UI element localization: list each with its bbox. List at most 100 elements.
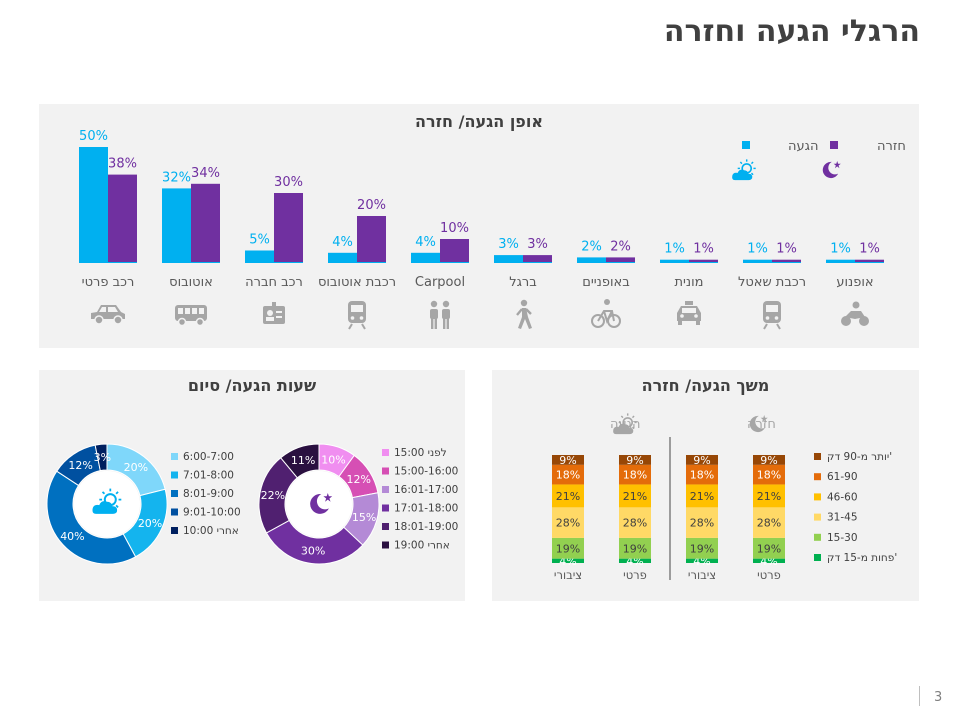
train-light (765, 316, 770, 320)
stack-segment (552, 464, 584, 485)
donut-legend: לפני 15:00 15:00-16:00 16:01-17:00 17:01-18… (382, 447, 458, 552)
stack-label: 21% (623, 490, 647, 503)
stack-segment (552, 558, 584, 563)
legend-swatch-return (830, 141, 838, 149)
bar-label-arrival: 50% (79, 129, 108, 144)
bar-return (357, 216, 386, 262)
category-label: רכבת שאטל (738, 275, 806, 290)
category-label: פרטי (757, 568, 781, 582)
legend-label: 9:01-10:00 (183, 507, 241, 519)
sun-ray (115, 491, 119, 495)
stack-segment (753, 507, 785, 538)
donut-slice-label: 11% (291, 454, 315, 467)
page-number-divider (919, 686, 920, 706)
stack-segment (686, 464, 718, 485)
category-label: אוטובוס (169, 275, 213, 290)
stack-label: 28% (690, 517, 714, 530)
star-shape (760, 415, 768, 423)
stack-label: 21% (757, 490, 781, 503)
badge-clip (272, 302, 276, 308)
stack-label: 28% (757, 517, 781, 530)
stack-segment (619, 507, 651, 538)
bar-arrival (328, 252, 357, 262)
stack-segment (686, 507, 718, 538)
bar-label-arrival: 5% (249, 233, 270, 248)
donut-slice-label: 15% (352, 511, 376, 524)
bar-label-arrival: 1% (664, 242, 685, 257)
legend: הגעה חזרה (732, 139, 906, 181)
train-rails (763, 323, 781, 330)
donut-slice-label: 10% (321, 453, 345, 466)
stack-segment (753, 464, 785, 485)
page-number: 3 (934, 690, 943, 705)
sun-ray (631, 426, 635, 430)
category-label: באופניים (582, 275, 630, 290)
star-shape (323, 493, 333, 502)
person-leg (446, 318, 449, 329)
legend-label: 16:01-17:00 (394, 484, 458, 496)
bar-group: 3% 3% ברגל (494, 237, 552, 290)
bar-return (855, 259, 884, 262)
stacked-column: 4%19%28%21%18%9%ציבורי (686, 454, 718, 582)
bar-group: 2% 2% באופניים (577, 239, 635, 290)
stack-segment (552, 537, 584, 559)
legend-label: 15:00-16:00 (394, 466, 458, 478)
moon-star-icon (749, 415, 768, 433)
donut-slice-label: 3% (94, 451, 111, 464)
bar-arrival (494, 255, 523, 262)
bus-window (185, 308, 190, 314)
star-shape (833, 161, 841, 169)
legend-swatch (382, 486, 389, 493)
category-label: רכב פרטי (82, 275, 135, 290)
stack-segment (619, 464, 651, 485)
bar-label-return: 38% (108, 157, 137, 172)
taxi-wheel (678, 321, 682, 325)
bar-group: 5% 30% רכב חברה (245, 175, 303, 290)
stack-label: 19% (690, 542, 714, 555)
moto-wheel (859, 316, 869, 326)
legend-swatch (814, 493, 821, 501)
person-leg (431, 318, 434, 329)
category-label: ציבורי (554, 568, 582, 582)
bus-window (192, 308, 197, 314)
hours-panel: שעות הגעה/ סיום 20% 20% 40% 12% 3% 6:00-7:00 7… (39, 370, 465, 601)
stack-segment (619, 484, 651, 508)
duration-legend: יותר מ-90 דק' 61-90 46-60 31-45 15-30 פחות מ-… (814, 451, 897, 564)
legend-swatch (171, 490, 178, 497)
stack-label: 18% (757, 469, 781, 482)
category-label: רכבת אוטובוס (318, 275, 396, 290)
legend-swatch (171, 508, 178, 516)
bar-label-arrival: 3% (498, 237, 519, 252)
bar-label-return: 2% (610, 239, 631, 254)
stack-segment (619, 558, 651, 563)
sun-ray (750, 172, 754, 176)
bar-label-return: 34% (191, 166, 220, 181)
stack-segment (753, 484, 785, 508)
stack-segment (686, 484, 718, 508)
stack-label: 18% (690, 469, 714, 482)
cloud-shape (732, 169, 753, 181)
stack-label: 9% (626, 454, 643, 467)
bus-window (199, 308, 204, 314)
sun-ray (115, 504, 119, 509)
category-label: פרטי (623, 568, 647, 582)
donut-slice-label: 30% (301, 545, 325, 558)
category-label: ברגל (509, 275, 537, 290)
category-label: רכב חברה (245, 275, 303, 290)
bar-label-arrival: 4% (332, 235, 353, 250)
train-window (766, 305, 778, 312)
stack-segment (552, 507, 584, 538)
bar-label-return: 10% (440, 221, 469, 236)
stacked-column: 4%19%28%21%18%9%ציבורי (552, 454, 584, 582)
legend-label: 61-90 (827, 471, 858, 483)
legend-label: פחות מ-15 דק' (827, 552, 897, 564)
bar-label-return: 3% (527, 237, 548, 252)
donut-hole (286, 471, 352, 537)
walker-head (520, 299, 528, 307)
donut-legend: 6:00-7:00 7:01-8:00 8:01-9:00 9:01-10:00 אחר… (171, 451, 241, 537)
company-car-badge-icon (263, 302, 285, 324)
legend-label: 31-45 (827, 512, 858, 524)
bar-arrival (162, 188, 191, 262)
legend-swatch (382, 523, 389, 530)
bar-return (772, 259, 801, 262)
